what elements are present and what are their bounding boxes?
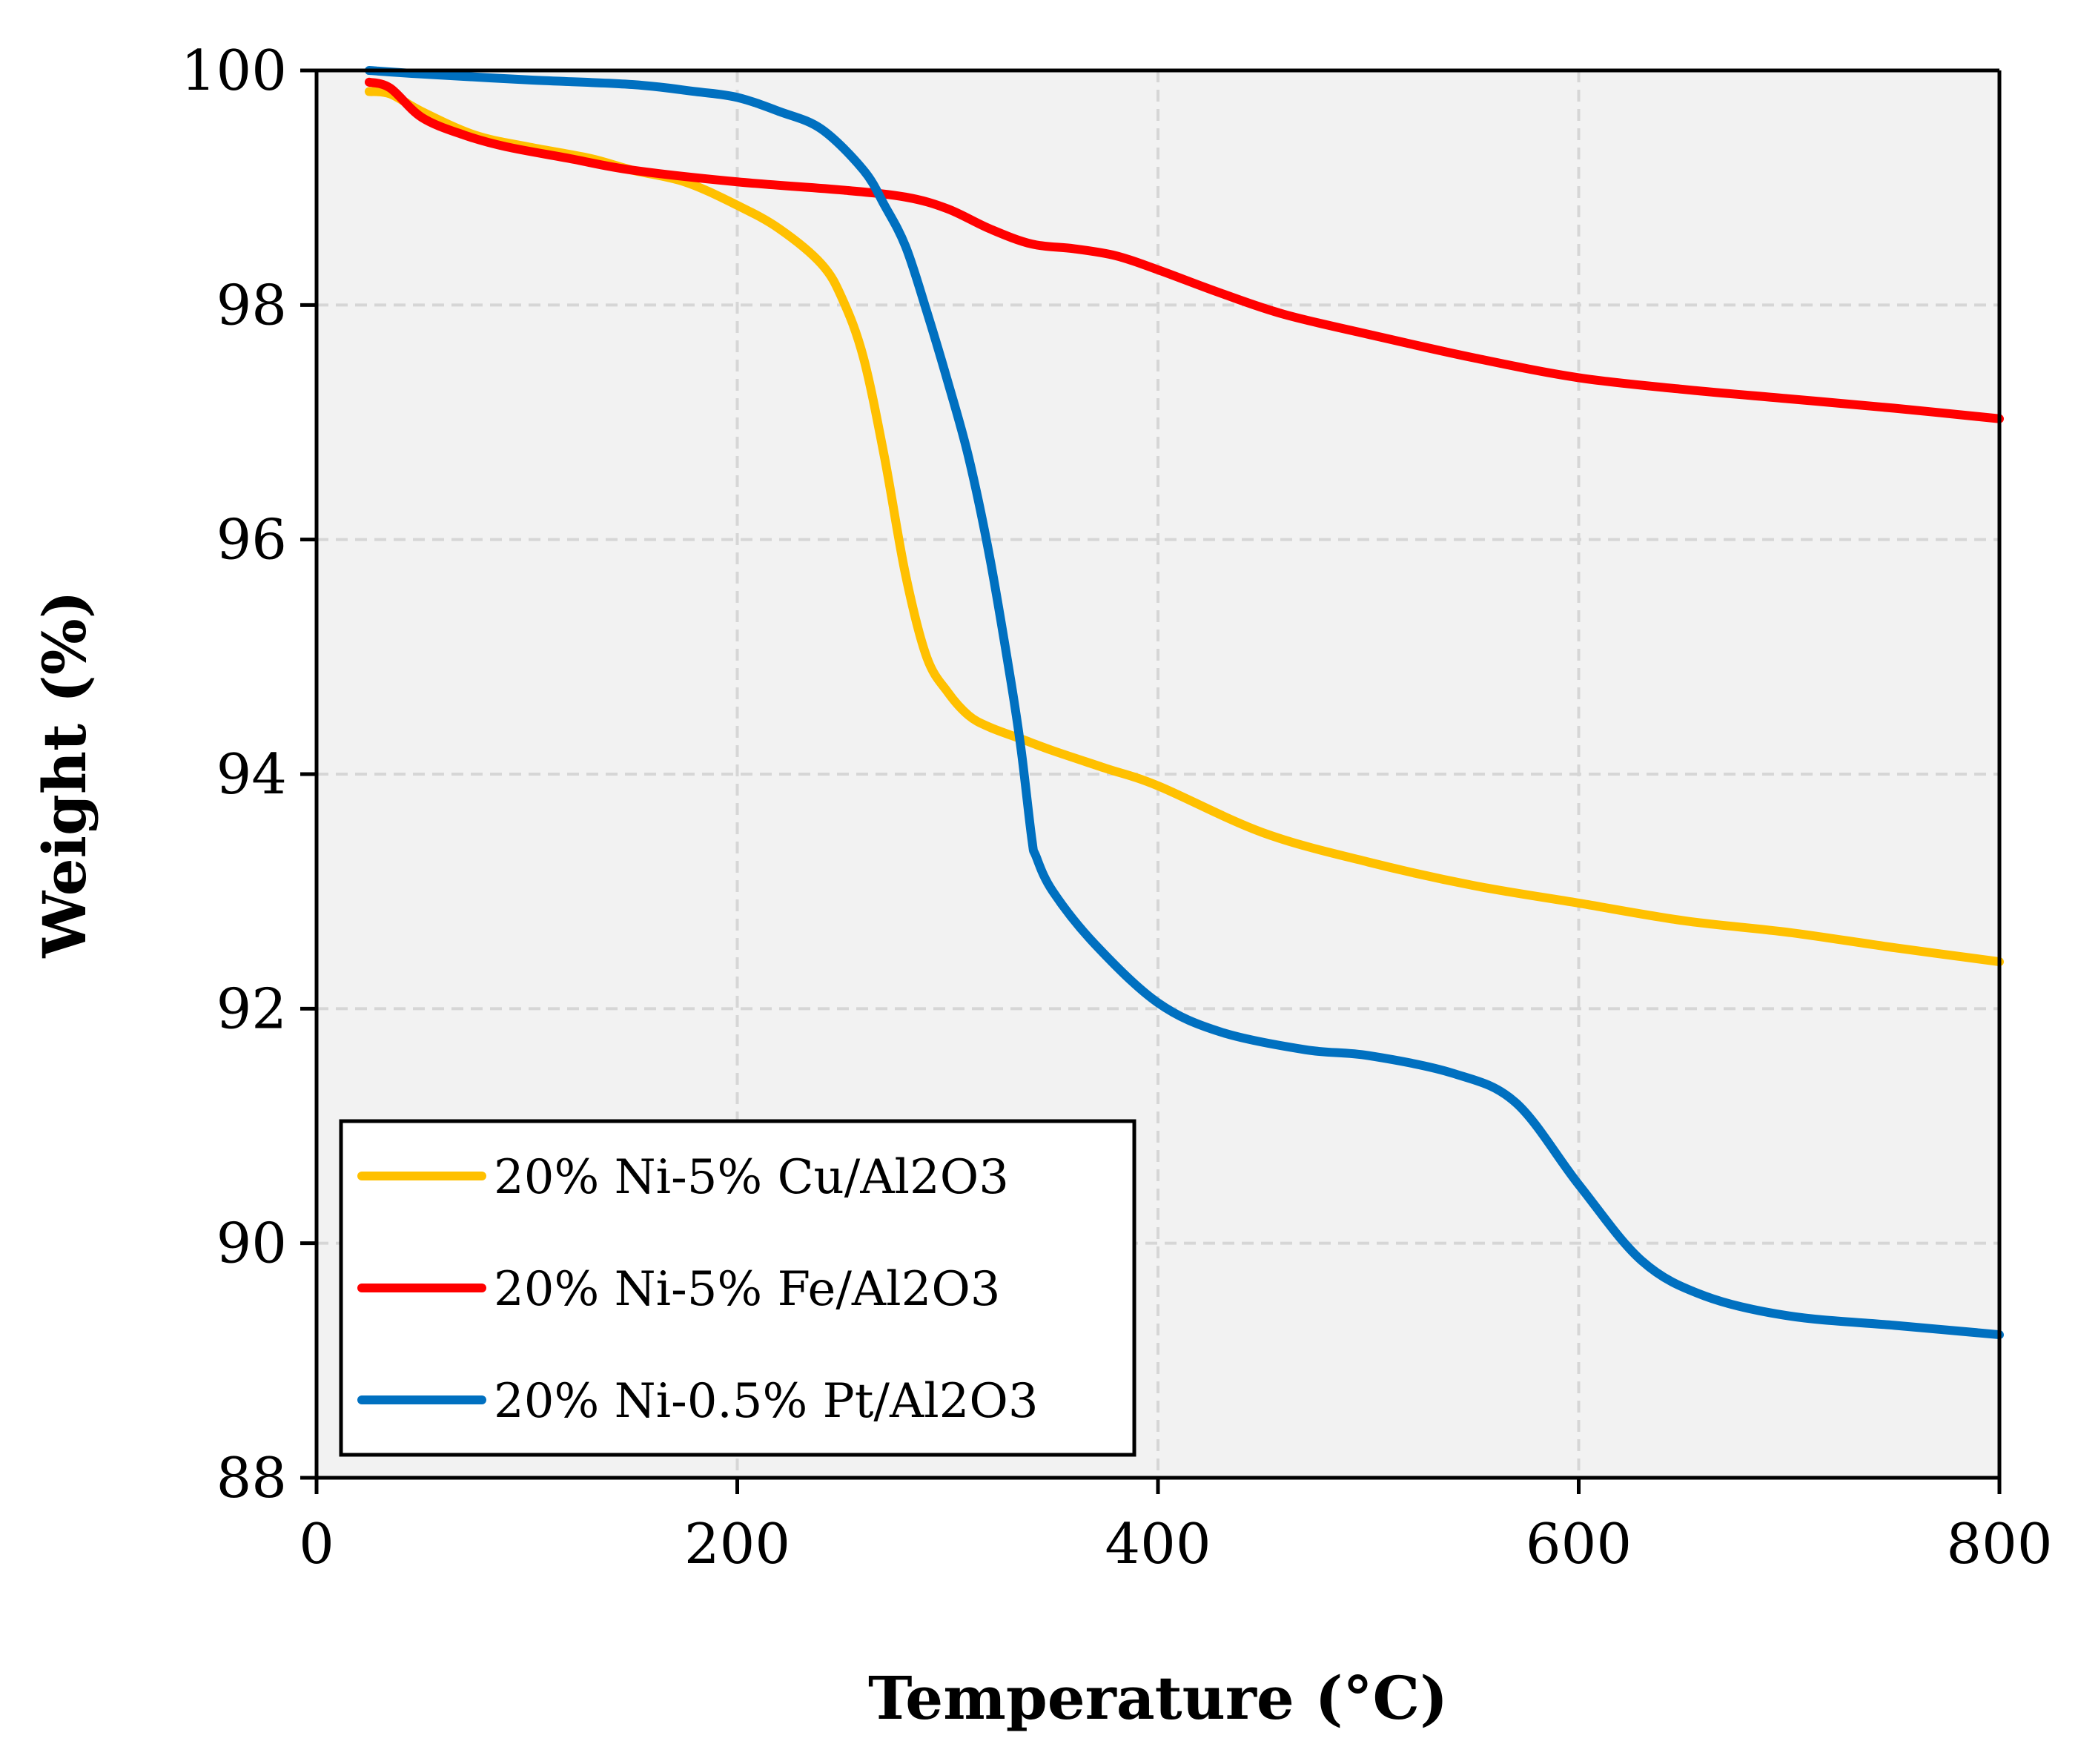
x-tick-label: 0	[299, 1511, 334, 1576]
legend-label-fe: 20% Ni-5% Fe/Al2O3	[494, 1262, 1001, 1317]
y-tick-label: 96	[216, 507, 287, 572]
x-tick-label: 600	[1526, 1511, 1632, 1576]
series-line-pt	[364, 66, 2004, 1340]
ticks: 0 200 400 600 800 88 90 92 94 96 98 100	[181, 38, 2053, 1576]
y-axis-title: Weight (%)	[30, 590, 99, 958]
x-tick-label: 400	[1105, 1511, 1211, 1576]
y-tick-label: 92	[216, 976, 287, 1041]
y-tick-label: 88	[216, 1445, 287, 1510]
legend-label-cu: 20% Ni-5% Cu/Al2O3	[494, 1150, 1009, 1205]
y-tick-label: 94	[216, 741, 287, 807]
series-group	[364, 66, 2004, 1340]
legend: 20% Ni-5% Cu/Al2O3 20% Ni-5% Fe/Al2O3 20…	[339, 1119, 1136, 1457]
legend-label-pt: 20% Ni-0.5% Pt/Al2O3	[494, 1374, 1039, 1429]
x-tick-label: 800	[1946, 1511, 2052, 1576]
series-line-fe	[364, 77, 2004, 423]
x-axis-title: Temperature (°C)	[868, 1663, 1448, 1733]
x-tick-label: 200	[684, 1511, 790, 1576]
y-tick-label: 90	[216, 1211, 287, 1276]
y-tick-label: 100	[181, 38, 287, 103]
y-tick-label: 98	[216, 272, 287, 337]
